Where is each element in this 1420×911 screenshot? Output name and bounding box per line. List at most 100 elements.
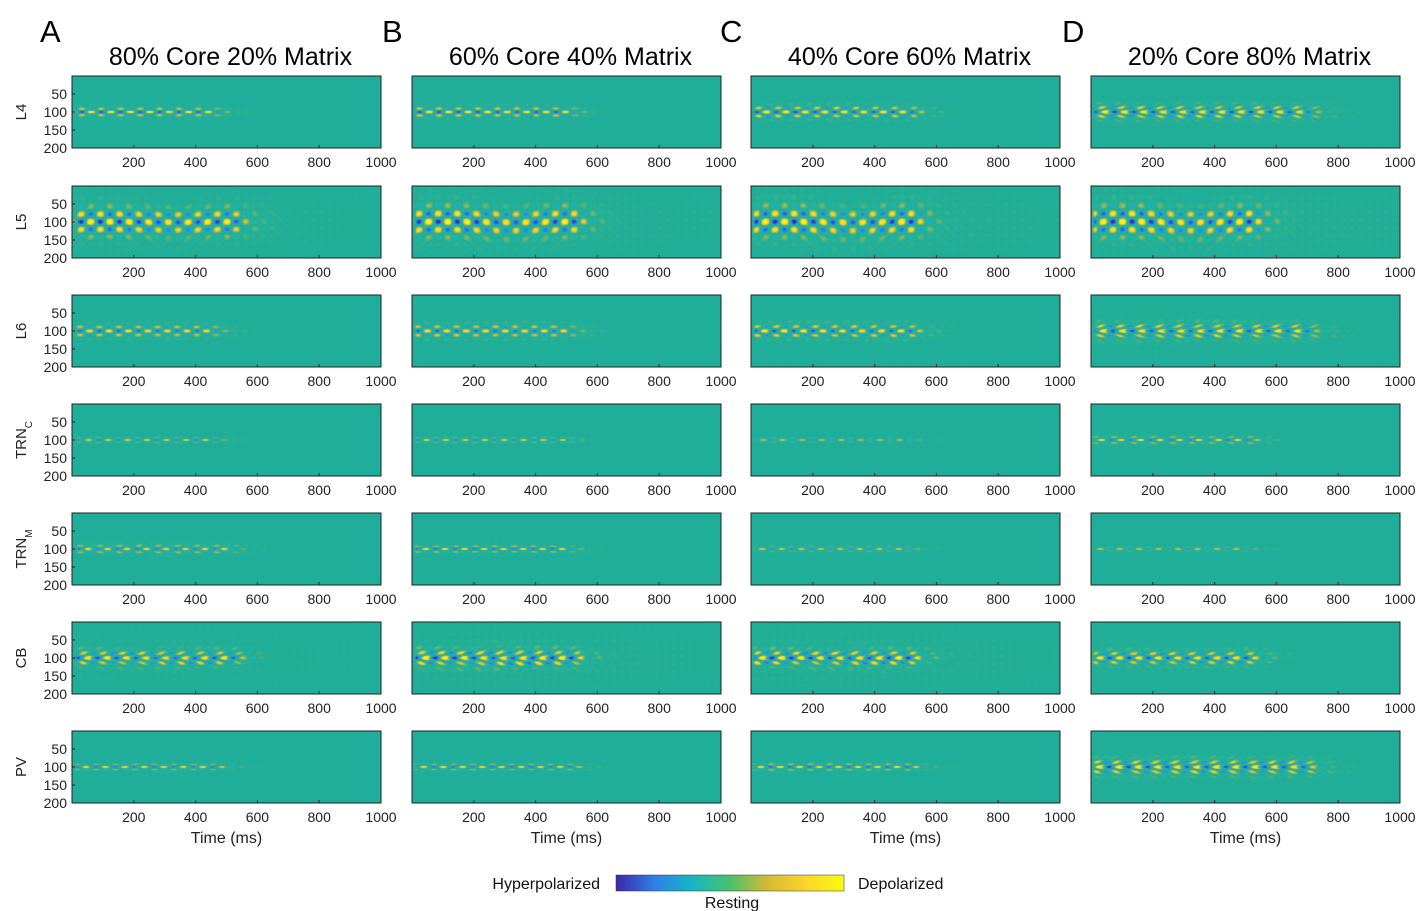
x-tick-label: 1000 <box>1044 154 1075 170</box>
x-tick-label: 1000 <box>1384 809 1415 825</box>
heatmap-panel: 200 400 600 800 1000 Time (ms) <box>750 730 1076 847</box>
x-tick-label: 1000 <box>705 591 736 607</box>
x-tick-label: 800 <box>648 809 672 825</box>
x-tick-label: 400 <box>1203 154 1227 170</box>
heatmap-panel: 200 400 600 800 1000 50 100 150 200 CB <box>13 621 397 716</box>
x-tick-label: 400 <box>863 154 887 170</box>
x-tick-label: 800 <box>1327 373 1351 389</box>
y-tick-label: 50 <box>51 741 67 757</box>
x-tick-label: 400 <box>1203 591 1227 607</box>
x-tick-label: 800 <box>1327 482 1351 498</box>
x-tick-label: 800 <box>648 591 672 607</box>
x-tick-label: 800 <box>308 154 332 170</box>
heatmap-panel: 200 400 600 800 1000 <box>1090 185 1416 280</box>
x-tick-label: 200 <box>801 482 825 498</box>
x-tick-label: 1000 <box>365 809 396 825</box>
heatmap-image <box>751 404 1060 476</box>
heatmap-image <box>412 622 721 694</box>
x-tick-label: 400 <box>863 482 887 498</box>
panel-frame <box>750 294 1061 368</box>
heatmap-panel: 200 400 600 800 1000 50 100 150 200 L6 <box>13 294 397 389</box>
x-tick-label: 600 <box>246 264 270 280</box>
panel-frame <box>411 185 722 259</box>
x-tick-label: 400 <box>524 809 548 825</box>
y-tick-label: 150 <box>44 122 68 138</box>
x-tick-label: 800 <box>987 591 1011 607</box>
x-tick-label: 800 <box>648 154 672 170</box>
heatmap-panel: 200 400 600 800 1000 <box>750 75 1076 170</box>
x-tick-label: 600 <box>925 373 949 389</box>
x-tick-label: 800 <box>1327 700 1351 716</box>
x-tick-label: 800 <box>308 591 332 607</box>
x-tick-label: 400 <box>524 373 548 389</box>
row-label: L4 <box>13 104 30 121</box>
x-tick-label: 400 <box>184 482 208 498</box>
x-tick-label: 400 <box>184 154 208 170</box>
x-tick-label: 1000 <box>365 482 396 498</box>
y-tick-label: 100 <box>44 650 68 666</box>
x-tick-label: 800 <box>987 154 1011 170</box>
x-tick-label: 600 <box>1265 482 1289 498</box>
row-label-subscript: M <box>24 529 35 537</box>
x-tick-label: 1000 <box>705 373 736 389</box>
heatmap-panel: 200 400 600 800 1000 50 100 150 200 L5 <box>13 185 397 280</box>
row-label: TRNC <box>13 421 35 459</box>
panel-frame <box>411 75 722 149</box>
heatmap-panel: 200 400 600 800 1000 <box>1090 75 1416 170</box>
y-tick-label: 50 <box>51 86 67 102</box>
x-tick-label: 400 <box>863 700 887 716</box>
x-tick-label: 400 <box>524 482 548 498</box>
row-label: PV <box>13 757 30 777</box>
heatmap-image <box>751 186 1060 258</box>
x-tick-label: 400 <box>863 373 887 389</box>
heatmap-panel: 200 400 600 800 1000 <box>411 403 737 498</box>
heatmap-panel: 200 400 600 800 1000 <box>1090 512 1416 607</box>
heatmap-panel: 200 400 600 800 1000 Time (ms) <box>1090 730 1416 847</box>
x-tick-label: 200 <box>1141 373 1165 389</box>
heatmap-panel: 200 400 600 800 1000 <box>411 621 737 716</box>
panel-letter-c: C <box>720 14 742 49</box>
heatmap-panel: 200 400 600 800 1000 <box>1090 403 1416 498</box>
panel-letter-b: B <box>382 14 403 49</box>
panel-frame <box>1090 512 1401 586</box>
panel-frame <box>750 185 1061 259</box>
x-tick-label: 400 <box>524 264 548 280</box>
column-title: 80% Core 20% Matrix <box>109 43 353 71</box>
heatmap-panel: 200 400 600 800 1000 <box>411 512 737 607</box>
y-tick-label: 150 <box>44 777 68 793</box>
x-tick-label: 600 <box>586 700 610 716</box>
x-tick-label: 800 <box>987 373 1011 389</box>
x-tick-label: 1000 <box>1044 700 1075 716</box>
x-tick-label: 400 <box>524 591 548 607</box>
x-tick-label: 1000 <box>1044 591 1075 607</box>
heatmap-panel: 200 400 600 800 1000 50 100 150 200 L4 <box>13 75 397 170</box>
heatmap-panel: 200 400 600 800 1000 <box>750 185 1076 280</box>
x-tick-label: 200 <box>122 154 146 170</box>
panel-frame <box>750 75 1061 149</box>
x-axis-label: Time (ms) <box>531 830 602 847</box>
x-tick-label: 200 <box>801 154 825 170</box>
panel-frame <box>411 294 722 368</box>
y-tick-label: 100 <box>44 214 68 230</box>
x-tick-label: 400 <box>1203 264 1227 280</box>
x-tick-label: 1000 <box>1384 482 1415 498</box>
x-tick-label: 1000 <box>1384 154 1415 170</box>
panel-frame <box>1090 185 1401 259</box>
heatmap-image <box>1091 295 1400 367</box>
x-tick-label: 200 <box>1141 591 1165 607</box>
row-label-subscript: C <box>24 421 35 428</box>
heatmap-image <box>751 622 1060 694</box>
panel-letter-a: A <box>40 14 61 49</box>
y-tick-label: 150 <box>44 232 68 248</box>
x-tick-label: 200 <box>122 482 146 498</box>
x-tick-label: 200 <box>122 809 146 825</box>
x-tick-label: 200 <box>122 264 146 280</box>
x-tick-label: 1000 <box>365 373 396 389</box>
x-tick-label: 600 <box>1265 264 1289 280</box>
x-tick-label: 400 <box>184 373 208 389</box>
x-tick-label: 1000 <box>1044 482 1075 498</box>
x-tick-label: 1000 <box>365 700 396 716</box>
colorbar-high-label: Depolarized <box>858 876 943 893</box>
y-tick-label: 150 <box>44 668 68 684</box>
heatmap-panel: 200 400 600 800 1000 50 100 150 200 PV Time (ms) <box>13 730 397 847</box>
